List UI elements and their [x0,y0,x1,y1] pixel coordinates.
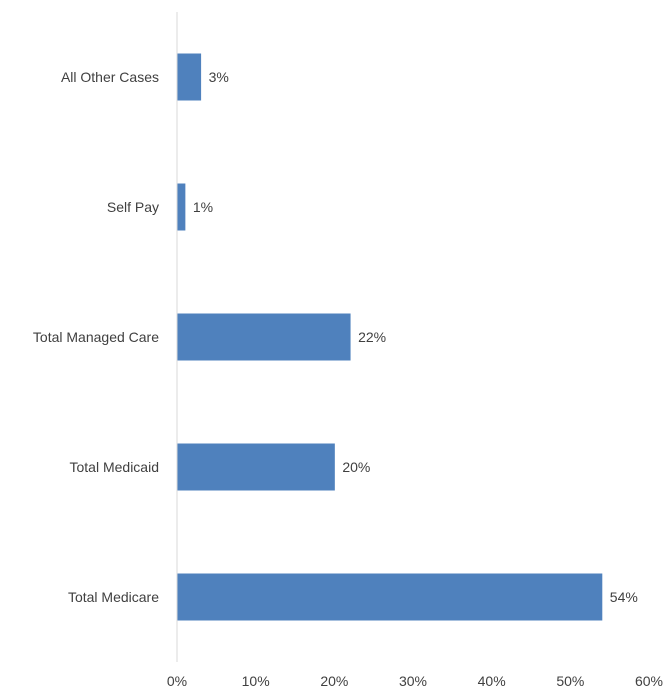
category-label: Self Pay [107,199,159,215]
x-tick-label: 50% [556,673,584,689]
x-tick-label: 30% [399,673,427,689]
x-axis-tick-labels: 0% 10% 20% 30% 40% 50% 60% [167,673,663,689]
bars-group [177,53,603,621]
bar-total-managed-care [177,313,351,361]
x-tick-label: 40% [478,673,506,689]
data-label: 3% [209,69,229,85]
data-label: 22% [358,329,386,345]
data-label: 20% [342,459,370,475]
data-labels: 3% 1% 22% 20% 54% [193,69,638,605]
bar-total-medicaid [177,443,335,491]
x-tick-label: 10% [242,673,270,689]
data-label: 1% [193,199,213,215]
bar-self-pay [177,183,186,231]
bar-total-medicare [177,573,603,621]
x-tick-label: 20% [320,673,348,689]
data-label: 54% [610,589,638,605]
category-label: All Other Cases [61,69,159,85]
bar-all-other-cases [177,53,202,101]
category-label: Total Medicaid [70,459,160,475]
category-label: Total Medicare [68,589,159,605]
category-label: Total Managed Care [33,329,159,345]
x-tick-label: 0% [167,673,187,689]
x-tick-label: 60% [635,673,663,689]
category-labels: All Other Cases Self Pay Total Managed Car… [33,69,159,605]
